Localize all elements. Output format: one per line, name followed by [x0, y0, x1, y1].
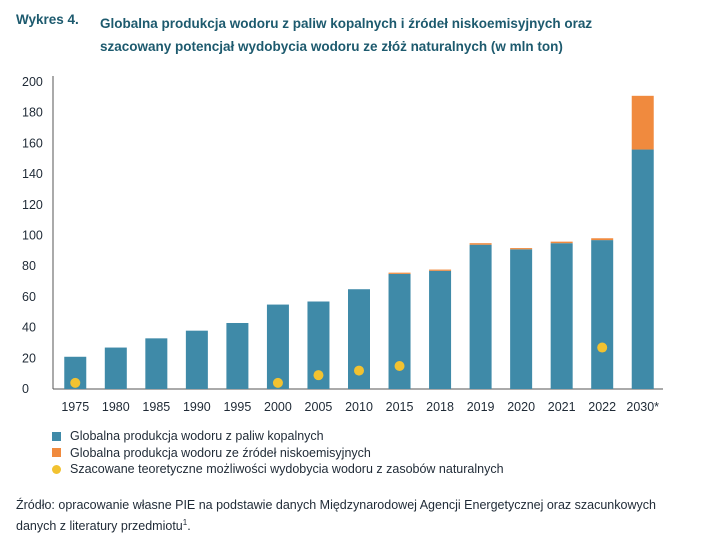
legend-item-fossil: Globalna produkcja wodoru z paliw kopaln… — [52, 428, 504, 445]
y-tick-label: 40 — [22, 321, 36, 335]
legend-swatch-lowemission — [52, 448, 61, 458]
bar-fossil — [64, 356, 87, 389]
figure-title-text: Globalna produkcja wodoru z paliw kopaln… — [100, 12, 700, 58]
y-tick-label: 180 — [22, 106, 43, 120]
dot-natural — [354, 365, 364, 376]
legend: Globalna produkcja wodoru z paliw kopaln… — [52, 428, 504, 478]
y-tick-label: 20 — [22, 351, 36, 365]
footnote-mark: 1 — [182, 518, 188, 527]
bar-lowemission — [469, 243, 492, 245]
title-line-1: Globalna produkcja wodoru z paliw kopaln… — [100, 16, 593, 31]
bar-fossil — [550, 243, 573, 389]
bar-fossil — [348, 289, 370, 389]
bar-fossil — [429, 270, 452, 389]
figure-label: Wykres 4. — [16, 12, 79, 27]
title-line-2: szacowany potencjał wydobycia wodoru ze … — [100, 39, 563, 54]
x-tick-label: 2030* — [626, 400, 659, 414]
dot-natural — [70, 377, 81, 388]
bar-chart: 0 20 40 60 80 100 120 140 160 180 200 1975 1980 1985 1… — [22, 75, 663, 414]
bar-lowemission — [631, 95, 654, 150]
x-tick-label: 2019 — [467, 400, 495, 414]
y-tick-label: 120 — [22, 198, 43, 212]
x-tick-label: 1975 — [61, 400, 89, 414]
x-tick-label: 2020 — [507, 400, 535, 414]
x-tick-label: 2018 — [426, 400, 454, 414]
bar-lowemission — [429, 269, 452, 271]
bar-fossil — [266, 304, 289, 389]
bar-fossil — [591, 240, 614, 389]
bar-fossil — [307, 301, 330, 389]
legend-label-lowemission: Globalna produkcja wodoru ze źródeł nisk… — [70, 445, 371, 460]
x-tick-label: 1985 — [142, 400, 170, 414]
source-note: Źródło: opracowanie własne PIE na podsta… — [16, 497, 696, 535]
bar-lowemission — [510, 248, 533, 250]
bar-fossil — [185, 330, 208, 389]
bar-lowemission — [550, 241, 573, 244]
legend-item-lowemission: Globalna produkcja wodoru ze źródeł nisk… — [52, 445, 504, 462]
y-tick-label: 80 — [22, 259, 36, 273]
legend-label-natural: Szacowane teoretyczne możliwości wydobyc… — [70, 462, 504, 477]
bar-lowemission — [591, 238, 614, 241]
legend-swatch-fossil — [52, 431, 61, 441]
y-tick-label: 200 — [22, 75, 43, 89]
x-tick-label: 2005 — [305, 400, 333, 414]
x-tick-label: 1990 — [183, 400, 211, 414]
dot-natural — [394, 360, 405, 371]
bar-fossil — [631, 149, 654, 389]
legend-item-natural: Szacowane teoretyczne możliwości wydobyc… — [52, 461, 504, 478]
dot-natural — [272, 377, 283, 388]
bar-fossil — [145, 338, 168, 389]
x-tick-label: 2021 — [548, 400, 576, 414]
legend-swatch-natural — [52, 464, 61, 474]
bar-fossil — [226, 322, 249, 389]
x-tick-label: 1980 — [102, 400, 130, 414]
x-tick-label: 2010 — [345, 400, 373, 414]
y-tick-label: 0 — [22, 382, 29, 396]
bar-lowemission — [388, 272, 411, 274]
legend-label-fossil: Globalna produkcja wodoru z paliw kopaln… — [70, 429, 324, 444]
x-tick-label: 2022 — [588, 400, 616, 414]
y-tick-label: 140 — [22, 167, 43, 181]
bar-fossil — [510, 249, 533, 389]
x-tick-label: 2015 — [386, 400, 414, 414]
bar-fossil — [104, 347, 127, 389]
y-tick-label: 100 — [22, 229, 43, 243]
dot-natural — [313, 370, 324, 381]
source-end: . — [187, 519, 191, 534]
source-text: Źródło: opracowanie własne PIE na podsta… — [16, 498, 656, 534]
dot-natural — [597, 342, 608, 353]
bar-fossil — [469, 244, 492, 389]
x-tick-label: 2000 — [264, 400, 292, 414]
y-tick-label: 160 — [22, 136, 43, 150]
x-tick-label: 1995 — [223, 400, 251, 414]
y-tick-label: 60 — [22, 290, 36, 304]
bar-fossil — [388, 273, 411, 389]
